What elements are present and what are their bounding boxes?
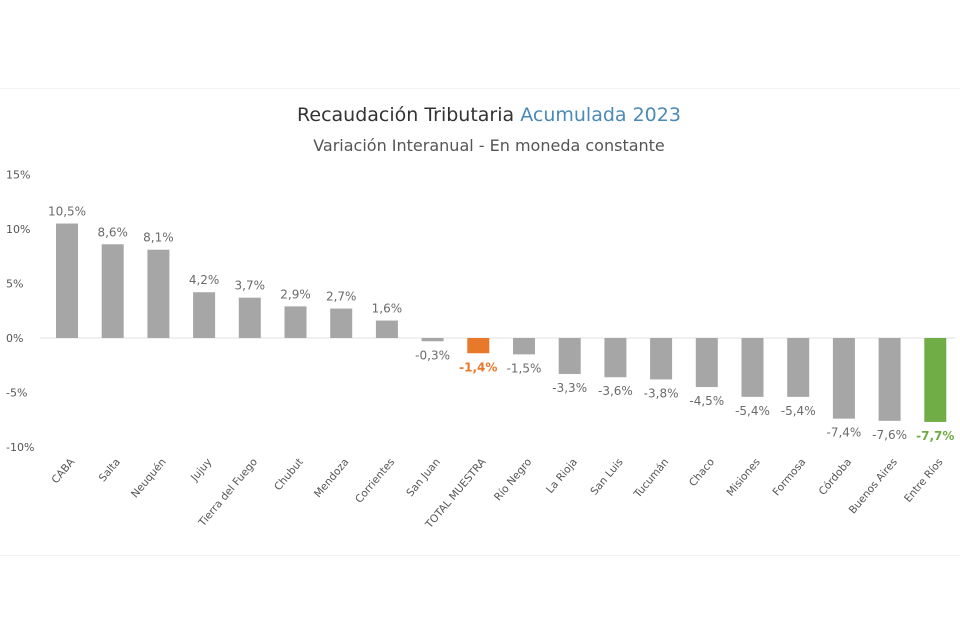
data-label: -1,5% bbox=[507, 361, 542, 375]
bar bbox=[375, 320, 398, 338]
x-tick-label: La Rioja bbox=[544, 456, 580, 496]
x-tick-label: Corrientes bbox=[353, 456, 397, 505]
data-label: -3,3% bbox=[552, 381, 587, 395]
chart-subtitle: Variación Interanual - En moneda constan… bbox=[313, 136, 665, 155]
data-label: 1,6% bbox=[372, 302, 403, 316]
bar bbox=[832, 338, 855, 419]
bar bbox=[421, 338, 444, 342]
bar bbox=[741, 338, 764, 397]
x-tick-label: Córdoba bbox=[817, 456, 855, 497]
bar bbox=[695, 338, 718, 388]
data-label: 2,7% bbox=[326, 290, 357, 304]
x-tick-label: Buenos Aires bbox=[847, 456, 900, 516]
data-label: 3,7% bbox=[235, 279, 266, 293]
bar bbox=[101, 244, 124, 338]
bar bbox=[147, 249, 170, 338]
x-tick-label: Misiones bbox=[724, 456, 762, 498]
chart-title: Recaudación Tributaria Acumulada 2023 bbox=[0, 104, 960, 126]
bar bbox=[330, 308, 353, 338]
x-tick-label: Entre Ríos bbox=[902, 456, 946, 505]
title-highlight: Acumulada 2023 bbox=[520, 104, 681, 126]
data-label: -7,4% bbox=[826, 426, 861, 440]
data-label: -3,8% bbox=[644, 386, 679, 400]
y-tick-label: 5% bbox=[6, 278, 23, 291]
x-tick-label: Neuquén bbox=[129, 456, 169, 500]
x-tick-label: Chaco bbox=[687, 456, 717, 489]
data-label: -7,7% bbox=[916, 429, 954, 443]
data-label: -5,4% bbox=[781, 404, 816, 418]
bar bbox=[604, 338, 627, 378]
title-main: Recaudación Tributaria bbox=[297, 104, 515, 126]
y-tick-label: -10% bbox=[6, 441, 34, 454]
bar bbox=[650, 338, 673, 380]
bar bbox=[878, 338, 901, 421]
x-tick-label: Río Negro bbox=[492, 456, 534, 503]
data-label: 4,2% bbox=[189, 273, 220, 287]
x-tick-label: Jujuy bbox=[188, 456, 214, 484]
data-label: -1,4% bbox=[459, 360, 497, 374]
data-label: -0,3% bbox=[415, 348, 450, 362]
y-tick-label: 10% bbox=[6, 223, 30, 236]
x-tick-label: Mendoza bbox=[312, 456, 352, 500]
data-label: 8,6% bbox=[97, 225, 128, 239]
bar bbox=[284, 306, 307, 338]
data-label: -5,4% bbox=[735, 404, 770, 418]
y-tick-label: 0% bbox=[6, 332, 23, 345]
x-tick-label: Formosa bbox=[771, 456, 809, 498]
bar bbox=[467, 338, 490, 354]
x-tick-label: San Juan bbox=[404, 456, 443, 499]
bar bbox=[193, 292, 216, 338]
x-tick-label: Tucumán bbox=[631, 456, 671, 501]
x-tick-label: Chubut bbox=[272, 456, 306, 493]
bar bbox=[238, 297, 261, 338]
bar bbox=[56, 223, 78, 338]
bar bbox=[558, 338, 581, 374]
data-label: -3,6% bbox=[598, 384, 633, 398]
bar bbox=[787, 338, 810, 397]
bar bbox=[513, 338, 535, 355]
data-label: 10,5% bbox=[48, 205, 86, 219]
y-tick-label: -5% bbox=[6, 387, 27, 400]
y-tick-label: 15% bbox=[6, 169, 30, 182]
x-tick-label: San Luis bbox=[588, 456, 625, 497]
bar bbox=[924, 338, 947, 422]
data-label: 2,9% bbox=[280, 287, 311, 301]
data-label: -7,6% bbox=[872, 428, 907, 442]
data-label: 8,1% bbox=[143, 231, 174, 245]
x-tick-label: CABA bbox=[50, 456, 78, 486]
x-tick-label: Salta bbox=[97, 456, 123, 484]
data-label: -4,5% bbox=[689, 394, 724, 408]
